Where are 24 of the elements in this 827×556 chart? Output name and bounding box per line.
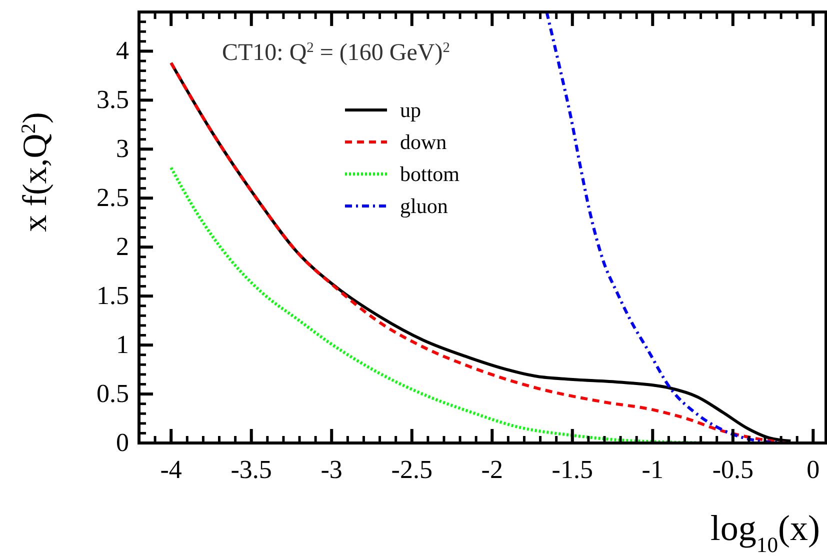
legend-label: gluon (400, 194, 448, 218)
x-axis-title: log$_{10}$(x) (710, 508, 820, 556)
text: CT10: Q$^{2}$ = (160 GeV)$^{2}$ (222, 40, 450, 66)
x-tick-label: 0 (806, 455, 820, 484)
x-tick-label: -2 (481, 455, 503, 484)
y-tick-label: 3.5 (96, 85, 129, 114)
legend-label: up (400, 98, 421, 122)
x-tick-label: -4 (160, 455, 182, 484)
x-tick-label: -3.5 (230, 455, 272, 484)
legend-label: bottom (400, 162, 460, 186)
y-tick-label: 2 (116, 232, 129, 262)
legend-label: down (400, 130, 448, 154)
x-tick-label: -0.5 (712, 455, 754, 484)
x-tick-label: -1.5 (552, 455, 593, 484)
x-tick-label: -1 (642, 455, 664, 484)
y-tick-label: 4 (116, 36, 129, 66)
y-tick-label: 0.5 (96, 379, 129, 408)
y-tick-label: 3 (116, 134, 129, 164)
x-tick-label: -3 (320, 455, 342, 484)
y-tick-label: 2.5 (96, 183, 129, 212)
y-tick-label: 1.5 (96, 281, 129, 310)
x-tick-label: -2.5 (391, 455, 432, 484)
y-tick-label: 0 (116, 428, 129, 457)
y-tick-label: 1 (116, 330, 129, 360)
